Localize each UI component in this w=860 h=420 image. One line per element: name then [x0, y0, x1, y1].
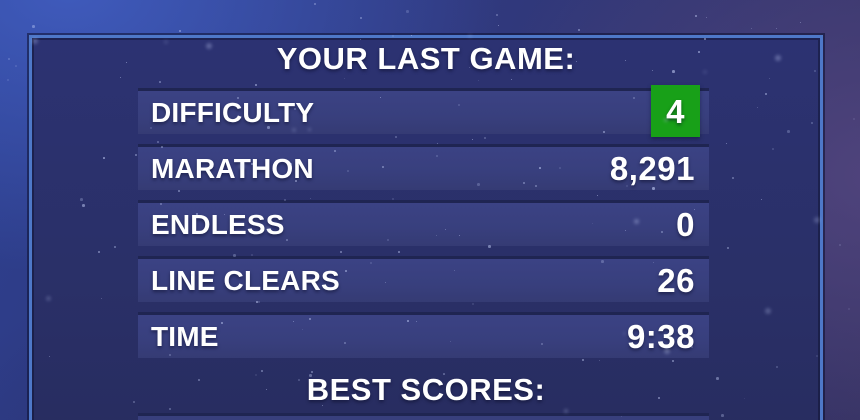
best-scores-title: BEST SCORES: [306, 372, 546, 407]
marathon-label: MARATHON [151, 153, 314, 184]
endless-label: ENDLESS [151, 209, 285, 240]
stat-row-endless: ENDLESS 0 [138, 200, 709, 246]
stats-list: DIFFICULTY 4 MARATHON 8,291 ENDLESS 0 LI… [138, 85, 709, 368]
last-game-panel: YOUR LAST GAME: DIFFICULTY 4 MARATHON 8,… [29, 35, 823, 420]
line-clears-label: LINE CLEARS [151, 265, 340, 296]
difficulty-value-badge: 4 [651, 85, 700, 137]
line-clears-value: 26 [657, 262, 695, 299]
difficulty-label: DIFFICULTY [151, 97, 315, 128]
stat-row-difficulty: DIFFICULTY 4 [138, 85, 709, 137]
marathon-value: 8,291 [609, 150, 695, 187]
endless-value: 0 [676, 206, 695, 243]
stat-row-line-clears: LINE CLEARS 26 [138, 256, 709, 302]
time-value: 9:38 [626, 318, 695, 355]
stat-row-time: TIME 9:38 [138, 312, 709, 358]
next-section-row-partial [138, 413, 709, 420]
stat-row-marathon: MARATHON 8,291 [138, 144, 709, 190]
time-label: TIME [151, 321, 219, 352]
panel-title: YOUR LAST GAME: [276, 41, 576, 76]
